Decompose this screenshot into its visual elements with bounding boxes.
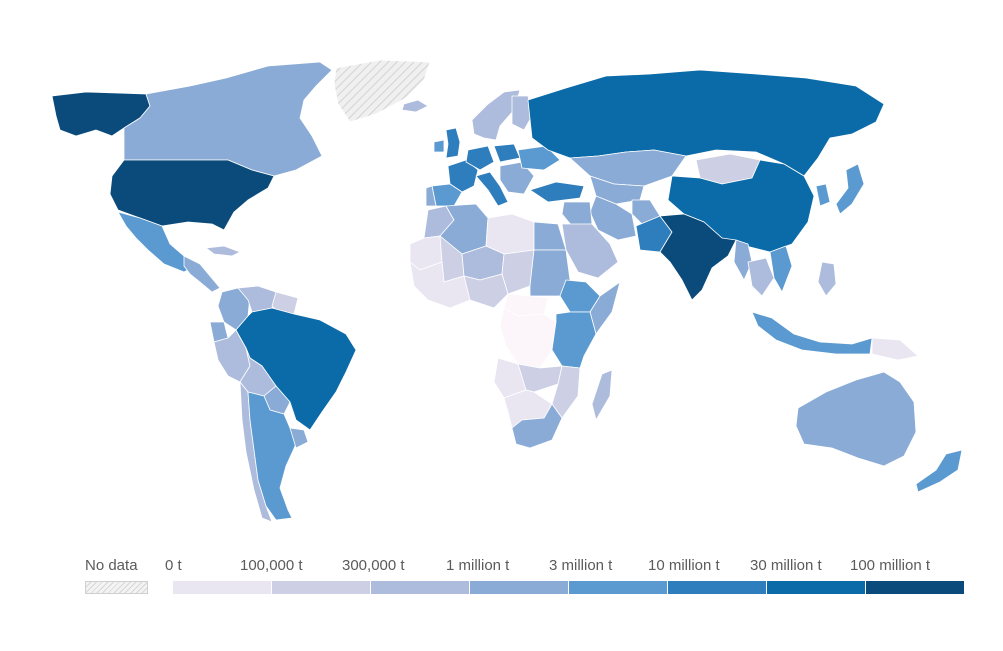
legend-bin-label: 1 million t [446,557,510,574]
country-dr-congo[interactable]: DR Congo [499,307,557,369]
country-finland[interactable]: Finland [511,95,533,131]
country-korea[interactable]: Korea [815,183,831,207]
country-myanmar[interactable]: Myanmar [733,239,753,281]
legend-swatch [371,581,470,594]
country-vietnam[interactable]: Vietnam [769,245,793,293]
country-cuba[interactable]: Cuba [205,245,241,257]
country-iraq-syria[interactable]: Iraq & Syria [561,201,593,227]
country-alaska[interactable]: Alaska (USA) [51,91,151,137]
country-chad[interactable]: Chad [501,249,535,295]
country-turkey[interactable]: Turkey [529,181,585,203]
country-greenland[interactable]: Greenland [333,59,431,123]
country-somalia[interactable]: Somalia [589,281,621,335]
legend-bin-label: 300,000 t [342,557,405,574]
country-papua-new-guinea[interactable]: Papua New Guinea [871,337,919,361]
country-poland[interactable]: Poland [493,143,521,163]
legend-bin-label: 10 million t [648,557,720,574]
legend-swatch [668,581,767,594]
country-saudi-arabia[interactable]: Saudi Arabia [561,223,619,279]
country-ireland[interactable]: Ireland [433,139,445,153]
country-australia[interactable]: Australia [795,371,917,467]
country-united-kingdom[interactable]: United Kingdom [445,127,461,159]
legend-swatch [767,581,866,594]
country-south-africa[interactable]: South Africa [511,403,563,449]
legend-bin-label: 100,000 t [240,557,303,574]
country-argentina[interactable]: Argentina [247,391,297,521]
country-uruguay[interactable]: Uruguay [289,427,309,449]
country-japan[interactable]: Japan [835,163,865,215]
legend-swatch [272,581,371,594]
world-map-svg: Alaska (USA) Canada Greenland United Sta… [51,59,963,523]
country-portugal[interactable]: Portugal [425,185,437,207]
legend-bin-label: 30 million t [750,557,822,574]
country-indonesia[interactable]: Indonesia [751,311,873,355]
country-egypt[interactable]: Egypt [533,221,567,251]
country-kenya-tanzania[interactable]: Kenya & Tanzania [551,311,597,369]
legend-color-scale [173,581,965,594]
legend-swatch [173,581,272,594]
legend-no-data-swatch [85,581,148,594]
legend-no-data-label: No data [85,557,138,574]
country-canada[interactable]: Canada [123,61,333,177]
legend-bin-label: 100 million t [850,557,931,574]
country-madagascar[interactable]: Madagascar [591,369,613,421]
country-thailand[interactable]: Thailand [747,257,775,297]
country-united-states[interactable]: United States [109,159,275,231]
map-legend: No data 0 t 100,000 t 300,000 t 1 millio… [0,550,1003,610]
country-germany[interactable]: Germany [465,145,495,171]
country-new-zealand[interactable]: New Zealand [915,449,963,493]
country-nigeria[interactable]: Nigeria [463,273,509,309]
legend-swatch [569,581,668,594]
world-map: Alaska (USA) Canada Greenland United Sta… [51,59,963,523]
legend-swatch [470,581,569,594]
country-ukraine[interactable]: Ukraine [517,145,561,171]
country-india[interactable]: India [659,213,737,301]
country-italy[interactable]: Italy [475,171,509,207]
country-philippines[interactable]: Philippines [817,261,837,297]
legend-bin-label: 3 million t [549,557,613,574]
legend-bin-label: 0 t [165,557,182,574]
country-scandinavia[interactable]: Scandinavia [471,89,521,141]
country-iceland[interactable]: Iceland [401,99,429,113]
country-central-america[interactable]: Central America [183,255,221,293]
country-libya[interactable]: Libya [485,213,535,255]
legend-swatch [866,581,965,594]
